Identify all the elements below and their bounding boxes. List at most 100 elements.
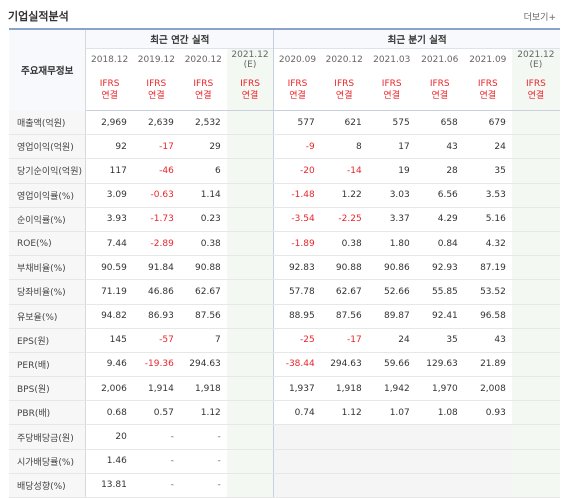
data-cell [463, 473, 512, 498]
data-cell: -9 [273, 134, 321, 160]
period-header: 2021.12 (E) [511, 48, 560, 70]
more-link-label: 더보기 [523, 13, 549, 23]
data-cell: - [132, 424, 180, 450]
row-label[interactable]: 주당배당금(원) [9, 424, 87, 450]
data-cell: 52.66 [367, 279, 416, 305]
section-title: 기업실적분석 [8, 10, 69, 23]
data-cell [273, 424, 321, 450]
row-label[interactable]: PBR(배) [9, 400, 87, 426]
data-cell [511, 279, 560, 305]
period-header: 2018.12 [85, 48, 133, 70]
table-row: EPS(원) 145 -57 7 -25 -17 24 35 43 [9, 327, 560, 353]
data-cell: 89.87 [367, 304, 416, 329]
row-label[interactable]: 당좌비율(%) [9, 279, 87, 305]
row-label[interactable]: 배당성향(%) [9, 473, 87, 498]
data-cell: 0.57 [132, 400, 180, 426]
data-cell [511, 134, 560, 160]
table-row: 유보율(%) 94.82 86.93 87.56 88.95 87.56 89.87 92.4… [9, 304, 560, 329]
table-row: 배당성향(%) 13.81- - [9, 473, 560, 498]
data-cell [226, 473, 274, 498]
data-cell: 90.88 [179, 255, 227, 281]
table-row: 시가배당률(%) 1.46- - [9, 449, 560, 474]
data-cell: 87.56 [320, 304, 368, 329]
data-cell: 294.63 [179, 352, 227, 378]
data-cell: 145 [85, 327, 133, 353]
data-cell: 43 [415, 134, 464, 160]
row-label[interactable]: ROE(%) [9, 231, 87, 257]
data-cell: 57.78 [273, 279, 321, 305]
data-cell: 43 [463, 327, 512, 353]
data-cell: 94.82 [85, 304, 133, 329]
data-cell: 87.56 [179, 304, 227, 329]
data-cell: 90.59 [85, 255, 133, 281]
row-label[interactable]: 순이익률(%) [9, 207, 87, 232]
data-cell: 1,942 [367, 376, 416, 402]
basis-label: IFRS 연결 [320, 70, 368, 111]
data-cell: -57 [132, 327, 180, 353]
data-cell: 117 [85, 158, 133, 184]
data-cell [320, 424, 368, 450]
row-label[interactable]: 매출액(억원) [9, 110, 87, 136]
data-cell: 1,918 [179, 376, 227, 402]
data-cell: 0.38 [320, 231, 368, 257]
data-cell: 1.08 [415, 400, 464, 426]
data-cell: 129.63 [415, 352, 464, 378]
data-cell: -17 [320, 327, 368, 353]
period-header: 2021.03 [367, 48, 416, 70]
quarter-group-header: 최근 분기 실적 [273, 28, 560, 49]
data-cell: 1.22 [320, 182, 368, 208]
data-cell [273, 449, 321, 474]
data-cell [226, 327, 274, 353]
data-cell: 2,639 [132, 110, 180, 136]
basis-label: IFRS 연결 [179, 70, 227, 111]
row-label[interactable]: 부채비율(%) [9, 255, 87, 281]
row-label[interactable]: 영업이익(억원) [9, 134, 87, 160]
data-cell: 3.03 [367, 182, 416, 208]
data-cell [226, 231, 274, 257]
financial-summary-widget: 기업실적분석 더보기+ 주요재무정보 최근 연간 실적 최근 분기 실적 201… [8, 10, 560, 498]
data-cell: 1.46 [85, 449, 133, 474]
data-cell: 53.52 [463, 279, 512, 305]
data-cell: 658 [415, 110, 464, 136]
data-cell: 575 [367, 110, 416, 136]
annual-group-header: 최근 연간 실적 [85, 28, 274, 49]
basis-label: IFRS 연결 [226, 70, 274, 111]
data-cell: - [179, 449, 227, 474]
data-cell: -38.44 [273, 352, 321, 378]
data-cell: 29 [179, 134, 227, 160]
data-cell: -0.63 [132, 182, 180, 208]
data-cell: 90.86 [367, 255, 416, 281]
data-cell: 7.44 [85, 231, 133, 257]
data-cell: 35 [463, 158, 512, 184]
more-link[interactable]: 더보기+ [524, 10, 556, 23]
data-cell [511, 449, 560, 474]
data-cell: 24 [367, 327, 416, 353]
data-cell [226, 376, 274, 402]
data-cell: - [179, 424, 227, 450]
data-cell: 6 [179, 158, 227, 184]
data-cell: -1.89 [273, 231, 321, 257]
data-cell: 7 [179, 327, 227, 353]
data-cell: 4.29 [415, 207, 464, 232]
data-cell: 21.89 [463, 352, 512, 378]
table-row: BPS(원) 2,006 1,914 1,918 1,937 1,918 1,942 1,97… [9, 376, 560, 402]
row-label[interactable]: 영업이익률(%) [9, 182, 87, 208]
data-cell: - [179, 473, 227, 498]
data-cell [226, 134, 274, 160]
data-cell: 19 [367, 158, 416, 184]
row-label[interactable]: 유보율(%) [9, 304, 87, 329]
data-cell: 3.09 [85, 182, 133, 208]
data-cell: 46.86 [132, 279, 180, 305]
data-cell: 0.23 [179, 207, 227, 232]
data-cell: 621 [320, 110, 368, 136]
data-cell [463, 449, 512, 474]
table-row: 영업이익(억원) 92 -17 29 -9 8 17 43 24 [9, 134, 560, 160]
data-cell: 1.14 [179, 182, 227, 208]
row-label[interactable]: BPS(원) [9, 376, 87, 402]
data-cell: 0.93 [463, 400, 512, 426]
row-label[interactable]: PER(배) [9, 352, 87, 378]
row-label[interactable]: 시가배당률(%) [9, 449, 87, 474]
data-cell: -2.89 [132, 231, 180, 257]
row-label[interactable]: 당기순이익(억원) [9, 158, 87, 184]
row-label[interactable]: EPS(원) [9, 327, 87, 353]
